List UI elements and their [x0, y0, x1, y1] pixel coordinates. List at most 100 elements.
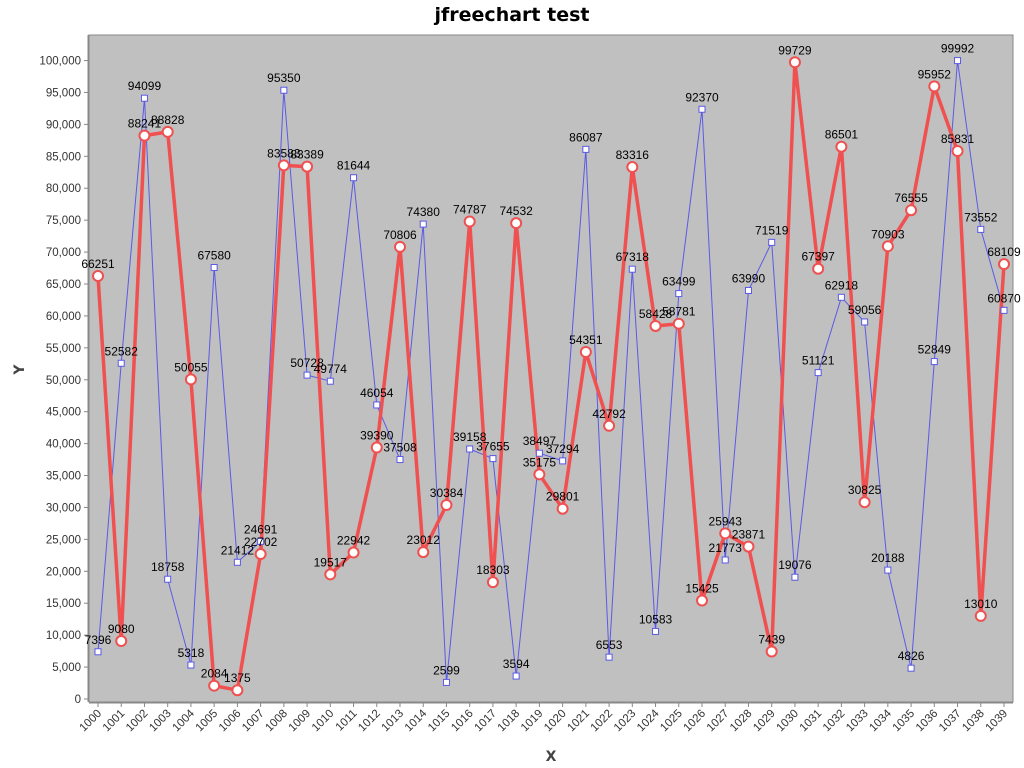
series-1-point — [1000, 306, 1008, 314]
data-label: 70903 — [871, 227, 905, 241]
data-label: 1375 — [224, 671, 251, 685]
series-2-point — [324, 568, 337, 581]
data-label: 9080 — [108, 622, 135, 636]
data-label: 58781 — [662, 305, 696, 319]
data-label: 21412 — [221, 543, 255, 557]
data-label: 59056 — [848, 303, 882, 317]
y-tick-label: 85,000 — [46, 151, 81, 163]
data-label: 95952 — [918, 67, 952, 81]
x-tick-label: 1015 — [426, 708, 453, 735]
series-1-point — [373, 401, 381, 409]
series-1-point — [628, 265, 636, 273]
series-2-point — [928, 80, 941, 93]
data-label: 83316 — [616, 148, 650, 162]
x-axis-label: X — [546, 749, 557, 765]
series-1-point — [466, 445, 474, 453]
data-label: 2084 — [201, 667, 228, 681]
series-1-point — [117, 359, 125, 367]
data-label: 81644 — [337, 159, 371, 173]
series-2-point — [719, 527, 732, 540]
series-1-point — [559, 457, 567, 465]
series-2-point — [998, 258, 1010, 271]
x-tick-label: 1036 — [914, 708, 941, 735]
y-tick-label: 20,000 — [46, 566, 81, 578]
series-2-point — [115, 635, 128, 648]
x-tick-label: 1034 — [867, 707, 894, 734]
series-2-line — [96, 60, 1006, 692]
series-2-point — [184, 373, 197, 386]
series-2-point — [138, 129, 151, 142]
data-label: 85831 — [941, 132, 975, 146]
series-lines — [96, 60, 1006, 692]
x-tick-label: 1013 — [380, 708, 407, 735]
x-tick-label: 1017 — [472, 708, 499, 735]
data-label: 10583 — [639, 612, 673, 626]
series-2-point — [510, 217, 523, 230]
data-label: 22702 — [244, 535, 278, 549]
data-label: 37294 — [546, 442, 580, 456]
data-label: 35175 — [523, 455, 557, 469]
data-label: 3594 — [503, 657, 530, 671]
x-tick-label: 1020 — [542, 708, 569, 735]
series-1-point — [768, 238, 776, 246]
series-1-point — [187, 661, 195, 669]
series-2-point — [208, 679, 221, 692]
data-label: 67318 — [616, 250, 650, 264]
data-label: 25943 — [709, 514, 743, 528]
series-2-point — [161, 125, 174, 138]
y-tick-label: 45,000 — [46, 407, 81, 419]
series-1-point — [884, 566, 892, 574]
data-label: 73552 — [964, 210, 998, 224]
series-2-point — [231, 684, 244, 697]
series-2-point — [951, 145, 964, 158]
series-1-point — [907, 664, 915, 672]
data-label: 19076 — [778, 558, 812, 572]
series-1-point — [791, 573, 799, 581]
data-label: 86087 — [569, 130, 603, 144]
series-2-point — [463, 215, 476, 228]
x-tick-label: 1026 — [682, 708, 709, 735]
data-label: 71519 — [755, 223, 789, 237]
y-tick-label: 10,000 — [46, 630, 81, 642]
data-label: 2599 — [433, 663, 460, 677]
y-tick-label: 70,000 — [46, 247, 81, 259]
data-label: 88828 — [151, 113, 185, 127]
series-2-point — [742, 540, 755, 553]
y-tick-label: 90,000 — [46, 119, 81, 131]
x-tick-label: 1006 — [217, 708, 244, 735]
data-label: 23871 — [732, 528, 766, 542]
series-1-point — [930, 358, 938, 366]
series-1-point — [210, 264, 218, 272]
x-tick-label: 1005 — [194, 708, 221, 735]
x-tick-label: 1002 — [124, 708, 151, 735]
x-tick-label: 1029 — [751, 708, 778, 735]
data-label: 86501 — [825, 128, 859, 142]
series-2-point — [974, 609, 987, 622]
data-label: 18758 — [151, 560, 185, 574]
series-2-point — [788, 56, 801, 69]
x-tick-label: 1035 — [891, 708, 918, 735]
data-label: 83389 — [290, 148, 324, 162]
series-1-point — [489, 455, 497, 463]
series-1-point — [977, 225, 985, 233]
data-label: 74532 — [499, 204, 533, 218]
series-2-point — [486, 576, 499, 589]
data-label: 88241 — [128, 117, 162, 131]
series-1-point — [814, 369, 822, 377]
y-tick-label: 50,000 — [46, 375, 81, 387]
series-2-point — [277, 159, 290, 172]
series-2-point — [347, 546, 360, 559]
series-1-point — [721, 556, 729, 564]
series-1-point — [837, 293, 845, 301]
x-tick-label: 1010 — [310, 708, 337, 735]
data-label: 62918 — [825, 278, 859, 292]
data-label: 22942 — [337, 534, 371, 548]
x-tick-label: 1031 — [798, 708, 825, 735]
y-tick-label: 80,000 — [46, 183, 81, 195]
data-label: 24691 — [244, 522, 278, 536]
data-label: 23012 — [407, 533, 441, 547]
data-label: 37655 — [476, 440, 510, 454]
data-label: 19517 — [314, 555, 348, 569]
x-tick-label: 1025 — [658, 708, 685, 735]
